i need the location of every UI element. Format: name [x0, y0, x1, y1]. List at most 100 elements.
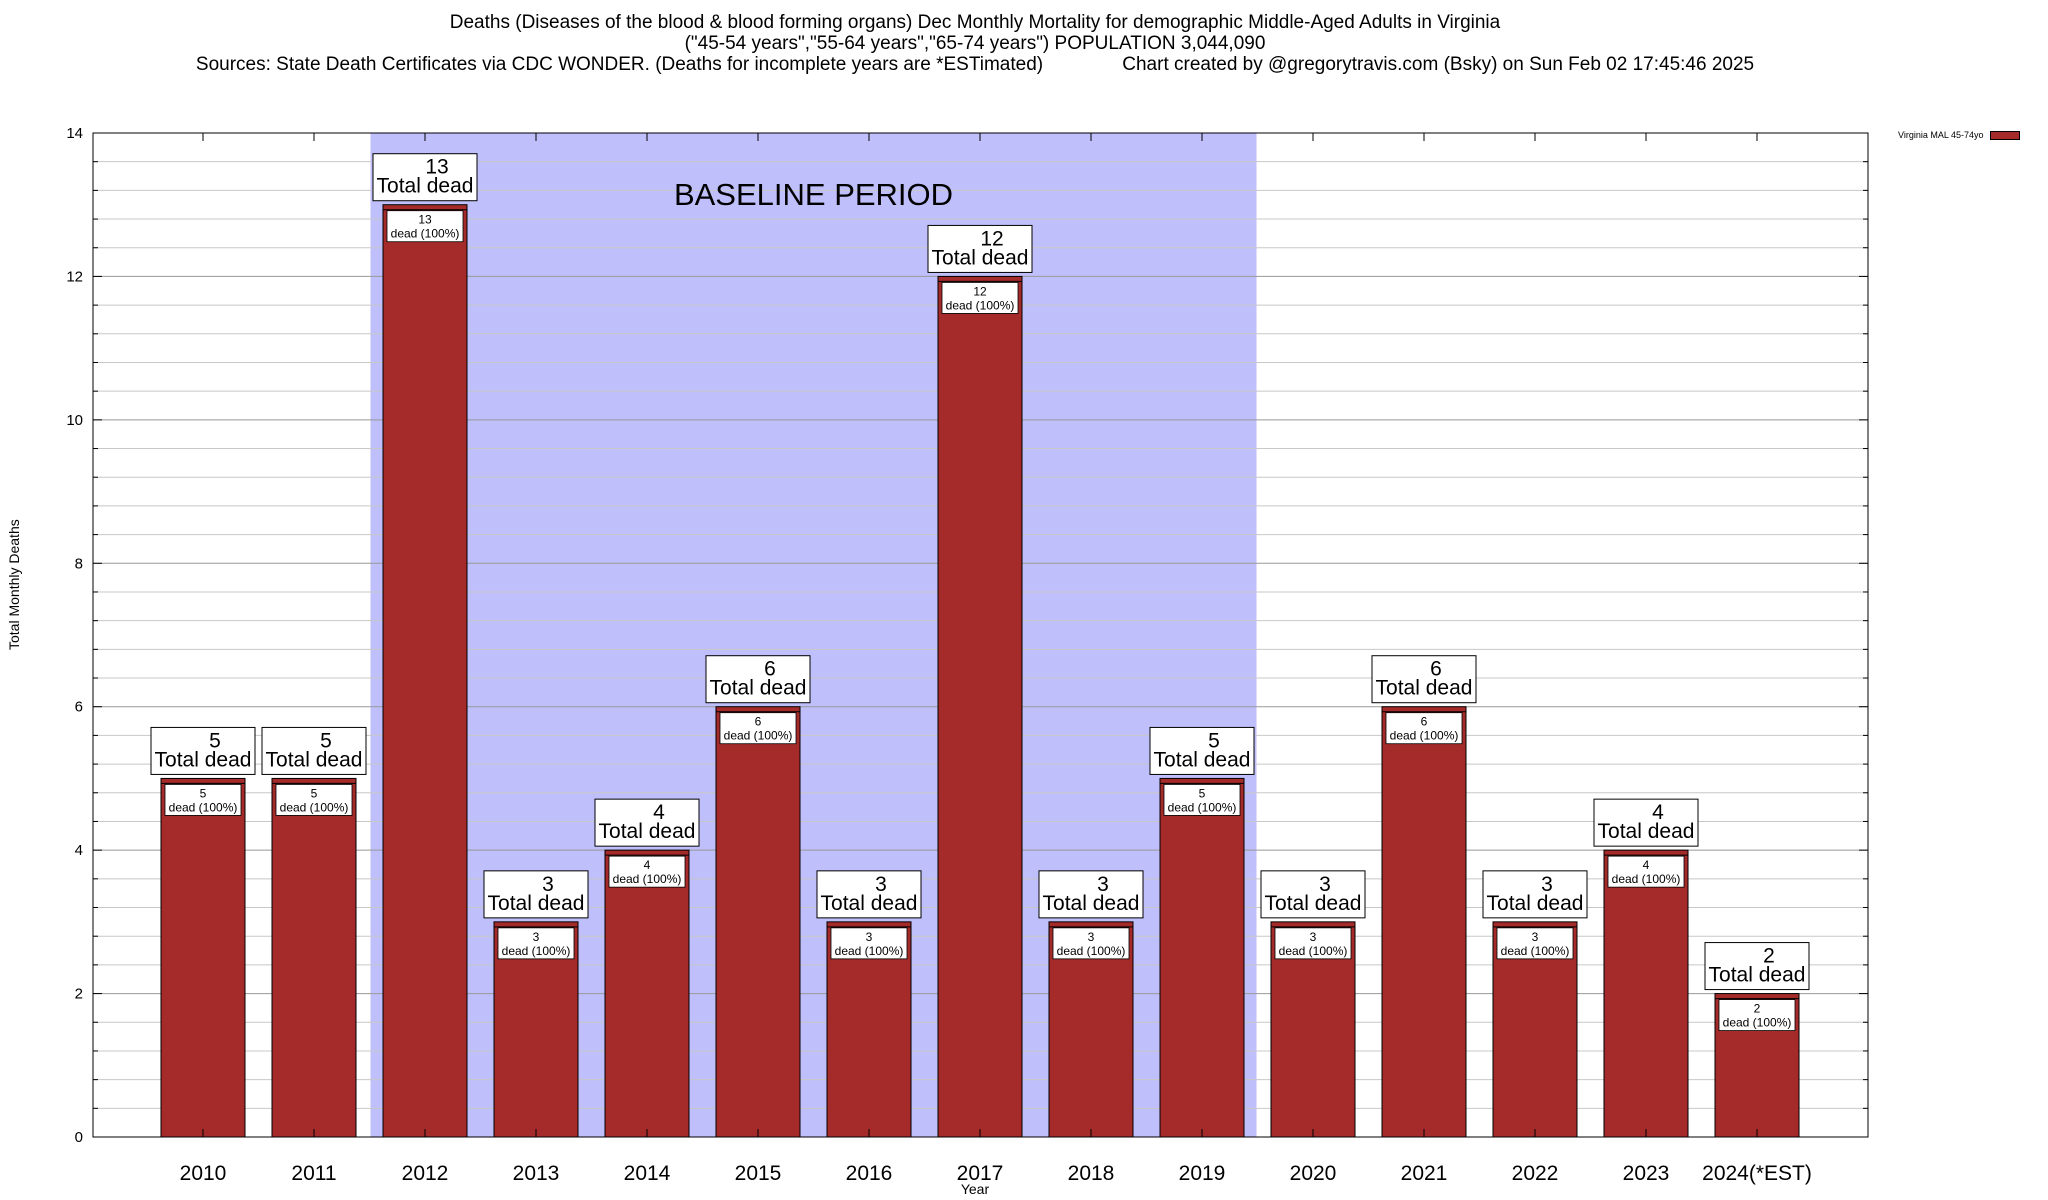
bar: [1159, 777, 1245, 1138]
bar-inner-count: 5: [200, 786, 207, 800]
bar-inner-count: 3: [1532, 930, 1539, 944]
bar-total-label-box: [1704, 942, 1810, 991]
chart-title: Deaths (Diseases of the blood & blood fo…: [449, 12, 1501, 33]
bar-total-count: 3: [1541, 873, 1553, 896]
x-tick-label: 2011: [291, 1162, 336, 1185]
bar-total-count: 5: [1208, 729, 1220, 752]
x-tick-label: 2010: [180, 1162, 227, 1185]
bar-total-label: Total dead: [377, 175, 474, 198]
bar-inner-label: dead (100%): [946, 298, 1015, 312]
bar-inner-label-box: [830, 927, 908, 960]
bar-total-count: 4: [653, 801, 665, 824]
bar-total-count: 6: [1430, 658, 1442, 681]
bar-inner-label: dead (100%): [724, 729, 793, 743]
bar-total-label-box: [1482, 870, 1588, 919]
bar-inner-label: dead (100%): [835, 944, 904, 958]
x-tick-label: 2017: [957, 1162, 1004, 1185]
bar-inner-label-box: [164, 784, 242, 816]
bar-total-count: 3: [542, 873, 554, 896]
bar-total-label: Total dead: [932, 246, 1029, 269]
bar-total-label-box: [705, 655, 811, 704]
bar-total-label: Total dead: [1709, 964, 1806, 987]
bar-inner-count: 13: [418, 213, 432, 227]
legend-label: Virginia MAL 45-74yo: [1898, 130, 1984, 140]
y-tick-label: 14: [66, 125, 83, 142]
bar-total-label: Total dead: [1598, 820, 1695, 843]
x-tick-label: 2019: [1179, 1162, 1226, 1185]
bar-total-label-box: [594, 798, 700, 847]
bar: [160, 777, 246, 1138]
legend-swatch: [1989, 130, 2020, 140]
bar-total-label: Total dead: [155, 748, 252, 771]
bar-total-count: 2: [1763, 945, 1775, 968]
bar-total-label-box: [1149, 726, 1255, 775]
bar: [604, 849, 690, 1138]
bar-inner-label-box: [1718, 999, 1796, 1031]
bar: [382, 204, 468, 1138]
chart-subtitle: ("45-54 years","55-64 years","65-74 year…: [684, 33, 1266, 54]
x-tick-label: 2012: [402, 1162, 449, 1185]
plot-border: [92, 132, 1869, 1138]
bar-inner-count: 5: [1199, 786, 1206, 800]
bar-total-label-box: [816, 870, 922, 919]
x-tick-label: 2024(*EST): [1702, 1162, 1812, 1185]
y-tick-label: 8: [75, 555, 83, 572]
bar-inner-count: 4: [644, 858, 651, 872]
x-axis-label: Year: [960, 1181, 990, 1197]
y-tick-label: 6: [75, 699, 83, 716]
bar-total-label: Total dead: [1154, 748, 1251, 771]
bar-inner-label: dead (100%): [613, 872, 682, 886]
x-tick-label: 2013: [513, 1162, 560, 1185]
y-tick-label: 4: [75, 842, 83, 859]
bar-inner-label-box: [1163, 784, 1241, 816]
bar-inner-label: dead (100%): [1168, 800, 1237, 814]
bar-total-label: Total dead: [599, 820, 696, 843]
y-tick-label: 2: [75, 986, 83, 1003]
bar-inner-count: 3: [866, 930, 873, 944]
bar-total-label: Total dead: [488, 892, 585, 915]
bar-total-count: 3: [875, 873, 887, 896]
bar-total-label-box: [1593, 798, 1699, 847]
bar-inner-count: 4: [1643, 858, 1650, 872]
bar-inner-label-box: [941, 282, 1019, 314]
bar-total-count: 5: [209, 729, 221, 752]
bar-inner-count: 3: [533, 930, 540, 944]
bar-inner-label: dead (100%): [502, 944, 571, 958]
bar-total-label-box: [1371, 655, 1477, 704]
bar-total-label-box: [1038, 870, 1144, 919]
bar: [715, 706, 801, 1138]
bar-inner-label: dead (100%): [169, 800, 238, 814]
bar-inner-label-box: [719, 712, 797, 745]
y-axis-label: Total Monthly Deaths: [6, 519, 22, 650]
bar-total-label: Total dead: [710, 677, 807, 700]
x-tick-label: 2023: [1623, 1162, 1670, 1185]
bar-inner-label-box: [1052, 927, 1130, 960]
bar-inner-label: dead (100%): [1612, 872, 1681, 886]
baseline-period-label: BASELINE PERIOD: [674, 177, 953, 212]
bar-total-label-box: [927, 224, 1033, 273]
y-tick-label: 0: [75, 1129, 83, 1146]
bar-inner-count: 3: [1310, 930, 1317, 944]
y-tick-label: 10: [66, 412, 83, 429]
bar-inner-label-box: [1607, 855, 1685, 888]
x-tick-label: 2018: [1068, 1162, 1115, 1185]
bar-total-label-box: [372, 153, 478, 202]
bar-inner-count: 6: [755, 715, 762, 729]
bar-inner-label-box: [608, 855, 686, 888]
chart-title-block: Deaths (Diseases of the blood & blood fo…: [0, 12, 1950, 75]
bar-inner-label: dead (100%): [1279, 944, 1348, 958]
bar-total-label: Total dead: [266, 748, 363, 771]
x-tick-label: 2022: [1512, 1162, 1559, 1185]
bar-total-label-box: [1260, 870, 1366, 919]
bar-total-label: Total dead: [1487, 892, 1584, 915]
bar: [937, 275, 1023, 1138]
bar-total-count: 13: [425, 156, 448, 179]
bar-inner-label-box: [275, 784, 353, 816]
bar-inner-label: dead (100%): [1390, 729, 1459, 743]
bar-total-count: 12: [980, 227, 1003, 250]
x-tick-label: 2020: [1290, 1162, 1337, 1185]
bar-inner-count: 6: [1421, 715, 1428, 729]
bar-total-count: 3: [1097, 873, 1109, 896]
legend: Virginia MAL 45-74yo: [1898, 130, 2020, 140]
